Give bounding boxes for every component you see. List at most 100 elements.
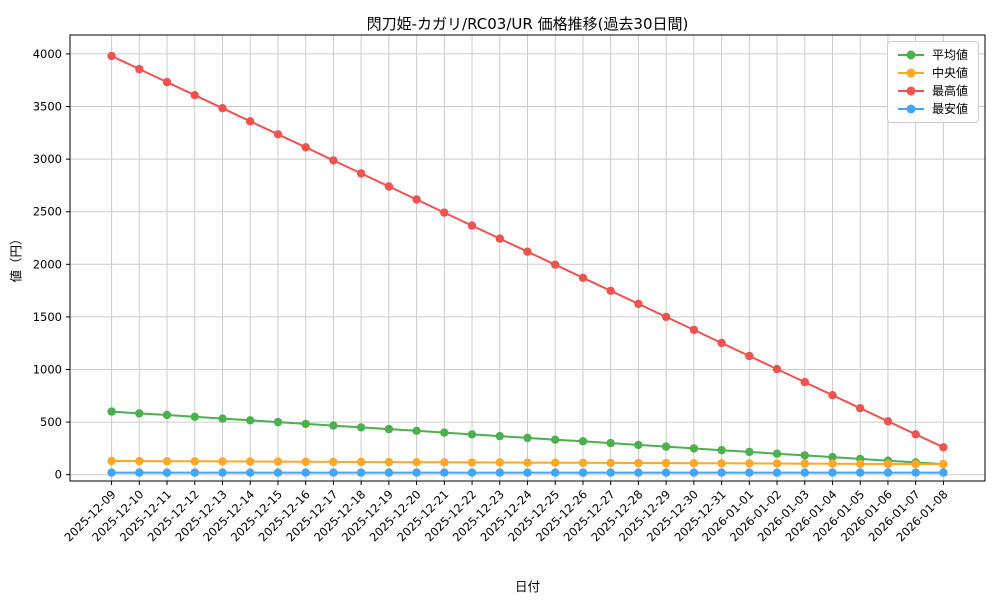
- data-point-min: [273, 468, 283, 477]
- data-point-median: [856, 459, 865, 469]
- data-point-min: [495, 468, 504, 477]
- data-point-min: [384, 468, 394, 477]
- x-tick-labels: 2025-12-092025-12-102025-12-112025-12-12…: [62, 481, 951, 544]
- data-point-max: [856, 404, 865, 413]
- svg-text:2500: 2500: [33, 205, 62, 219]
- data-point-median: [301, 457, 310, 466]
- series-median: [107, 456, 948, 469]
- data-point-max: [467, 221, 477, 230]
- legend-swatch-max: [897, 86, 924, 96]
- data-point-min: [828, 468, 837, 477]
- data-point-average: [551, 435, 560, 444]
- data-point-max: [384, 182, 394, 191]
- data-point-median: [356, 457, 366, 467]
- y-tick-labels: 0 500 1000 1500 2000 2500 3000 3500 4000: [33, 47, 70, 482]
- legend: 平均値中央値最高値最安値: [886, 41, 979, 123]
- data-point-min: [606, 468, 615, 477]
- data-point-max: [578, 273, 588, 282]
- data-point-max: [661, 312, 671, 322]
- data-point-average: [606, 438, 615, 448]
- data-point-max: [883, 417, 893, 426]
- data-point-min: [856, 468, 865, 477]
- data-point-average: [717, 446, 726, 455]
- data-point-max: [218, 104, 227, 113]
- data-point-median: [190, 457, 199, 466]
- svg-text:3000: 3000: [33, 152, 62, 166]
- data-point-average: [273, 417, 283, 427]
- data-point-max: [273, 130, 283, 139]
- svg-text:0: 0: [55, 468, 62, 482]
- data-point-average: [772, 449, 782, 458]
- series-min: [107, 468, 948, 477]
- data-point-median: [412, 458, 421, 467]
- data-point-min: [190, 468, 199, 477]
- data-point-min: [412, 468, 421, 477]
- legend-label-median: 中央値: [931, 66, 968, 80]
- legend-item-average: 平均値: [897, 49, 968, 61]
- data-point-average: [107, 407, 116, 416]
- data-point-median: [828, 459, 837, 468]
- data-point-average: [495, 431, 504, 441]
- data-point-max: [689, 325, 699, 335]
- series-max: [107, 51, 948, 452]
- data-point-min: [107, 468, 116, 477]
- data-point-median: [911, 459, 920, 469]
- data-point-max: [911, 430, 920, 439]
- data-point-min: [551, 468, 560, 477]
- data-point-min: [578, 468, 588, 477]
- svg-text:3500: 3500: [33, 100, 62, 114]
- data-point-average: [246, 416, 255, 425]
- legend-item-median: 中央値: [897, 66, 968, 80]
- grid-lines: [70, 35, 985, 481]
- svg-text:500: 500: [40, 415, 62, 429]
- data-point-max: [107, 51, 116, 61]
- data-point-average: [329, 421, 338, 430]
- data-point-median: [939, 460, 948, 469]
- data-point-min: [911, 468, 920, 477]
- x-axis-label: 日付: [514, 579, 540, 594]
- data-point-max: [717, 338, 726, 348]
- data-point-min: [939, 468, 948, 477]
- data-point-min: [356, 468, 366, 477]
- data-point-median: [135, 456, 144, 466]
- legend-swatch-min: [897, 104, 924, 114]
- data-point-max: [495, 234, 504, 243]
- data-point-median: [772, 459, 782, 468]
- svg-text:1500: 1500: [33, 310, 62, 324]
- data-point-min: [634, 468, 643, 477]
- data-point-median: [661, 458, 671, 468]
- data-point-average: [412, 426, 421, 435]
- data-point-min: [467, 468, 477, 477]
- data-point-median: [578, 458, 588, 467]
- data-point-median: [551, 458, 560, 467]
- data-point-max: [246, 117, 255, 126]
- data-point-max: [523, 247, 532, 256]
- data-point-max: [551, 260, 560, 269]
- data-point-median: [800, 459, 809, 468]
- data-point-min: [218, 468, 227, 477]
- data-point-median: [689, 459, 699, 468]
- chart-title: 閃刀姫-カガリ/RC03/UR 価格推移(過去30日間): [366, 15, 689, 33]
- data-point-average: [218, 414, 227, 423]
- data-point-min: [440, 468, 449, 477]
- data-point-median: [273, 457, 283, 466]
- data-point-min: [772, 468, 782, 477]
- data-point-average: [523, 433, 532, 443]
- data-point-median: [495, 458, 504, 467]
- data-point-max: [606, 286, 615, 295]
- data-point-max: [162, 77, 172, 87]
- data-point-median: [218, 457, 227, 466]
- data-point-average: [467, 430, 477, 439]
- data-point-average: [384, 424, 394, 434]
- data-point-min: [523, 468, 532, 477]
- data-point-max: [634, 299, 643, 309]
- legend-item-max: 最高値: [897, 85, 968, 97]
- data-point-max: [772, 364, 782, 374]
- legend-item-min: 最安値: [897, 103, 968, 115]
- svg-text:1000: 1000: [33, 363, 62, 377]
- data-point-max: [356, 169, 366, 178]
- data-point-median: [162, 457, 172, 466]
- data-point-min: [661, 468, 671, 477]
